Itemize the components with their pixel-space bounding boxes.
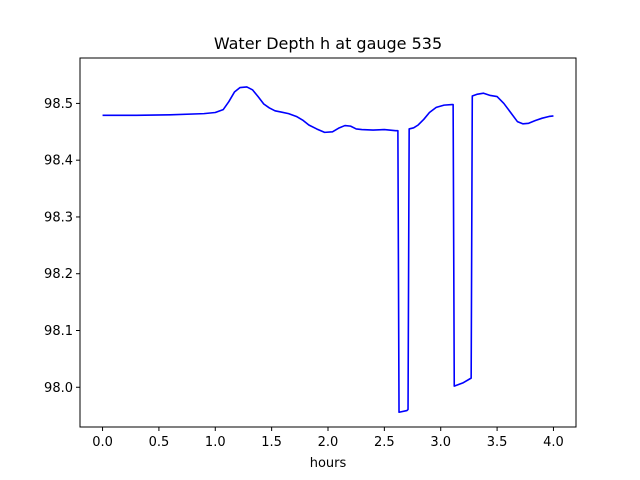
y-tick-label: 98.4 [44, 154, 73, 169]
y-tick-label: 98.2 [44, 267, 73, 282]
x-tick-label: 4.0 [543, 435, 564, 450]
series-layer [102, 86, 554, 414]
x-tick-label: 2.5 [374, 435, 395, 450]
x-tick-label: 2.0 [318, 435, 339, 450]
y-tick-label: 98.1 [44, 324, 73, 339]
x-tick-label: 1.0 [205, 435, 226, 450]
y-tick-label: 98.0 [44, 381, 73, 396]
x-tick-label: 3.0 [430, 435, 451, 450]
x-tick-label: 1.5 [261, 435, 282, 450]
y-axis: 98.0 98.1 98.2 98.3 98.4 98.5 [44, 97, 80, 396]
x-tick-label: 3.5 [487, 435, 508, 450]
plot-area [80, 58, 576, 427]
chart-title: Water Depth h at gauge 535 [214, 34, 442, 53]
series-line-water-depth [102, 86, 554, 414]
x-axis-title: hours [310, 456, 347, 471]
x-tick-label: 0.0 [92, 435, 113, 450]
y-tick-label: 98.5 [44, 97, 73, 112]
x-axis: 0.0 0.5 1.0 1.5 2.0 2.5 3.0 3.5 4.0 [92, 427, 564, 450]
y-tick-label: 98.3 [44, 210, 73, 225]
x-tick-label: 0.5 [149, 435, 170, 450]
